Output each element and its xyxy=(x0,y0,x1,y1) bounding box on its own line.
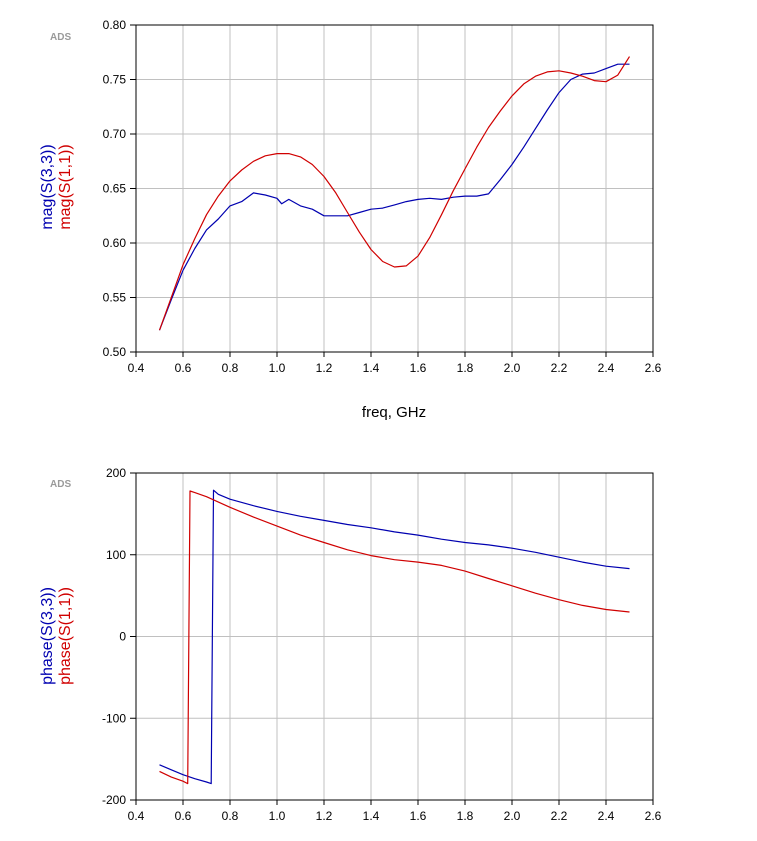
y-tick-label: 0.50 xyxy=(103,345,127,359)
phase-chart: ADS 0.4 0.6 0.8 1.0 1.2 1.4 1.6 1.8 2.0 2.2 2.4 2.6… xyxy=(39,466,662,823)
x-tick-label: 1.0 xyxy=(269,361,286,375)
y-axis-title: phase(S(3,3)) xyxy=(39,587,56,685)
plot-area xyxy=(158,56,631,331)
x-tick-label: 2.4 xyxy=(598,361,615,375)
x-tick-label: 0.6 xyxy=(175,361,192,375)
x-tick-label: 0.8 xyxy=(222,361,239,375)
grid xyxy=(130,472,654,805)
y-tick-label: 0.65 xyxy=(103,182,127,196)
x-tick-label: 2.0 xyxy=(504,361,521,375)
x-tick-labels: 0.4 0.6 0.8 1.0 1.2 1.4 1.6 1.8 2.0 2.2 2.4 2.6 xyxy=(128,809,662,823)
x-tick-label: 1.2 xyxy=(316,361,333,375)
y-axis-title-s11: phase(S(1,1)) xyxy=(57,587,74,685)
y-tick-labels: -200 -100 0 100 200 xyxy=(102,466,126,807)
plot-frame xyxy=(135,472,654,801)
y-axis-title-s11: mag(S(1,1)) xyxy=(57,144,74,229)
ads-watermark: ADS xyxy=(50,479,71,490)
series-line-mag-s-1-1 xyxy=(158,56,631,331)
plot-frame xyxy=(135,24,654,353)
y-axis-title-s33: phase(S(3,3)) xyxy=(39,587,56,685)
y-tick-label: 0.60 xyxy=(103,236,127,250)
plot-area xyxy=(159,489,630,785)
y-tick-label: -100 xyxy=(102,711,126,725)
series-line-mag-s-3-3 xyxy=(158,63,630,331)
y-axis-title-s33: mag(S(3,3)) xyxy=(39,144,56,229)
x-tick-label: 1.0 xyxy=(269,809,286,823)
x-tick-label: 1.4 xyxy=(363,809,380,823)
y-tick-label: 0.70 xyxy=(103,127,127,141)
y-tick-label: 0.80 xyxy=(103,18,127,32)
x-tick-label: 0.6 xyxy=(175,809,192,823)
y-axis-title-s11-group: phase(S(1,1)) xyxy=(57,587,74,685)
magnitude-chart: ADS 0.4 0.6 0.8 1.0 1.2 1.4 1.6 1.8 2.0 2.2 2.4 2.6… xyxy=(39,18,662,421)
y-axis-title-s11-group: mag(S(1,1)) xyxy=(57,144,74,229)
y-tick-label: -200 xyxy=(102,793,126,807)
y-tick-labels: 0.50 0.55 0.60 0.65 0.70 0.75 0.80 xyxy=(103,18,127,359)
x-tick-label: 1.4 xyxy=(363,361,380,375)
x-tick-labels: 0.4 0.6 0.8 1.0 1.2 1.4 1.6 1.8 2.0 2.2 2.4 2.6 xyxy=(128,361,662,375)
x-tick-label: 2.6 xyxy=(645,361,662,375)
x-tick-label: 0.4 xyxy=(128,809,145,823)
x-tick-label: 0.4 xyxy=(128,361,145,375)
ads-watermark: ADS xyxy=(50,32,71,43)
x-tick-label: 1.8 xyxy=(457,809,474,823)
y-tick-label: 0.75 xyxy=(103,73,127,87)
series-line-phase-s-1-1 xyxy=(159,490,630,785)
x-tick-label: 2.4 xyxy=(598,809,615,823)
y-tick-label: 100 xyxy=(106,548,126,562)
x-axis-title: freq, GHz xyxy=(362,404,426,421)
x-tick-label: 1.8 xyxy=(457,361,474,375)
x-tick-label: 0.8 xyxy=(222,809,239,823)
x-tick-label: 2.6 xyxy=(645,809,662,823)
y-tick-label: 0.55 xyxy=(103,291,127,305)
y-axis-title: mag(S(3,3)) xyxy=(39,144,56,229)
y-tick-label: 200 xyxy=(106,466,126,480)
y-tick-label: 0 xyxy=(119,630,126,644)
series-line-phase-s-3-3 xyxy=(159,489,630,785)
grid xyxy=(130,24,654,357)
x-tick-label: 1.2 xyxy=(316,809,333,823)
x-tick-label: 2.0 xyxy=(504,809,521,823)
x-tick-label: 1.6 xyxy=(410,809,427,823)
x-tick-label: 2.2 xyxy=(551,361,568,375)
x-tick-label: 1.6 xyxy=(410,361,427,375)
x-tick-label: 2.2 xyxy=(551,809,568,823)
